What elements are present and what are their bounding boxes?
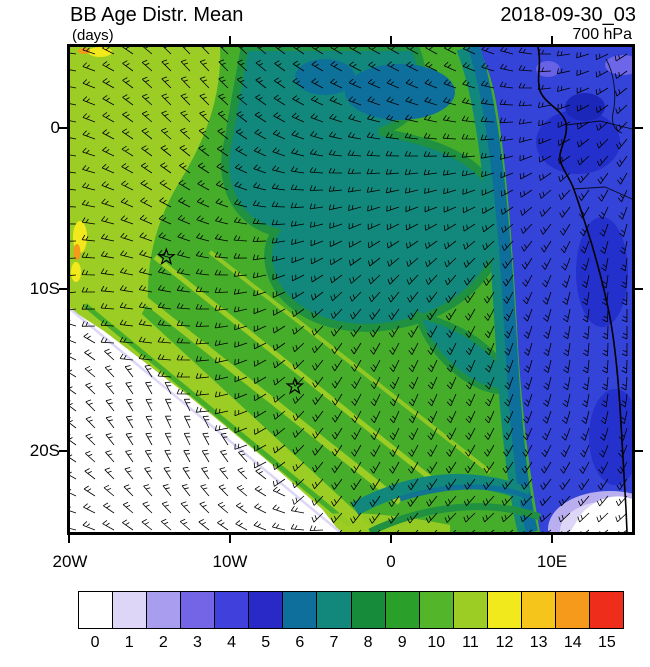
colorbar-label-5: 5 [261,634,271,651]
colorbar-label-4: 4 [227,634,237,651]
y-axis-tick [59,127,67,129]
orange-spot [78,48,90,54]
colorbar-cell-7 [316,591,352,629]
x-axis-tick [229,36,231,44]
colorbar-label-10: 10 [427,634,446,651]
y-axis-tick [635,127,643,129]
units-label: (days) [72,27,114,44]
colorbar-label-0: 0 [90,634,100,651]
y-axis-label: 20S [29,441,60,460]
colorbar-cell-6 [282,591,318,629]
x-axis-tick [551,535,553,543]
country-border [572,186,632,200]
colorbar-label-15: 15 [598,634,616,651]
contour-field [70,47,632,532]
streak [208,250,492,474]
dark-blue-patch [589,389,632,485]
x-axis-tick [551,36,553,44]
colorbar-label-9: 9 [397,634,407,651]
map-canvas [70,47,632,532]
colorbar-label-12: 12 [495,634,514,651]
star-marker [285,376,305,395]
colorbar-label-13: 13 [529,634,548,651]
x-axis-tick [390,36,392,44]
colorbar-cell-14 [554,591,590,629]
dark-blue-patch [536,110,620,174]
colorbar-cell-2 [146,591,182,629]
periwinkle-patch [536,61,560,77]
y-axis-tick [59,288,67,290]
map-plot [67,44,635,535]
colorbar-cell-0 [78,591,114,629]
x-axis-label: 10W [212,552,248,571]
coastline [537,47,628,532]
wind-barbs-layer [70,47,628,532]
x-axis-label: 20W [52,552,88,571]
y-axis-tick [635,288,643,290]
star-markers [156,247,305,395]
pressure-level-label: 700 hPa [572,26,632,43]
yellow-spot [88,47,112,57]
y-axis-label: 0 [50,118,60,137]
orange-spot [73,244,81,260]
colorbar-cell-10 [418,591,454,629]
y-axis-tick [635,450,643,452]
colorbar-label-8: 8 [363,634,373,651]
y-axis-label: 10S [29,279,60,298]
streak [107,269,403,505]
colorbar-label-7: 7 [329,634,339,651]
colorbar-label-2: 2 [158,634,168,651]
colorbar-cell-9 [384,591,420,629]
colorbar-labels: 0 1 2 3 4 5 6 7 8 9 10 11 12 13 14 15 [78,634,624,652]
colorbar-label-1: 1 [124,634,134,651]
wind-barbs [70,47,628,532]
dark-blue-patch [576,217,628,327]
teal-plume [221,47,507,332]
colorbar-cell-5 [248,591,284,629]
x-axis-label: 0 [386,552,396,571]
green-bottom-arc [368,503,542,532]
periwinkle-patch [605,55,632,75]
y-axis-tick [59,450,67,452]
yellow-spot [71,262,81,282]
dark-cyan-core [295,59,355,95]
dark-cyan-core [345,64,455,120]
colorbar-cell-3 [180,591,216,629]
x-axis-label: 10E [536,552,568,571]
colorbar-cell-13 [520,591,556,629]
x-axis-tick [229,535,231,543]
colorbar-label-6: 6 [295,634,305,651]
country-border [605,58,623,134]
streak [83,303,352,527]
dark-cyan-transition-band [468,47,538,532]
colorbar-cell-4 [214,591,250,629]
valid-time-label: 2018-09-30_03 [500,4,636,26]
colorbar-cell-11 [452,591,488,629]
colorbar-label-11: 11 [462,634,479,651]
colorbar [78,591,624,629]
star-marker [156,247,176,266]
colorbar-cell-8 [350,591,386,629]
cyan-bottom-arc [399,484,534,502]
white-se-region [570,496,632,532]
colorbar-cell-12 [486,591,522,629]
figure-title: BB Age Distr. Mean [70,4,244,26]
colorbar-cell-1 [112,591,148,629]
streak [153,255,437,484]
x-axis-tick [68,535,70,543]
x-axis-tick [390,535,392,543]
geography [537,47,632,532]
colorbar-label-14: 14 [563,634,582,651]
colorbar-cell-15 [588,591,624,629]
colorbar-label-3: 3 [192,634,202,651]
